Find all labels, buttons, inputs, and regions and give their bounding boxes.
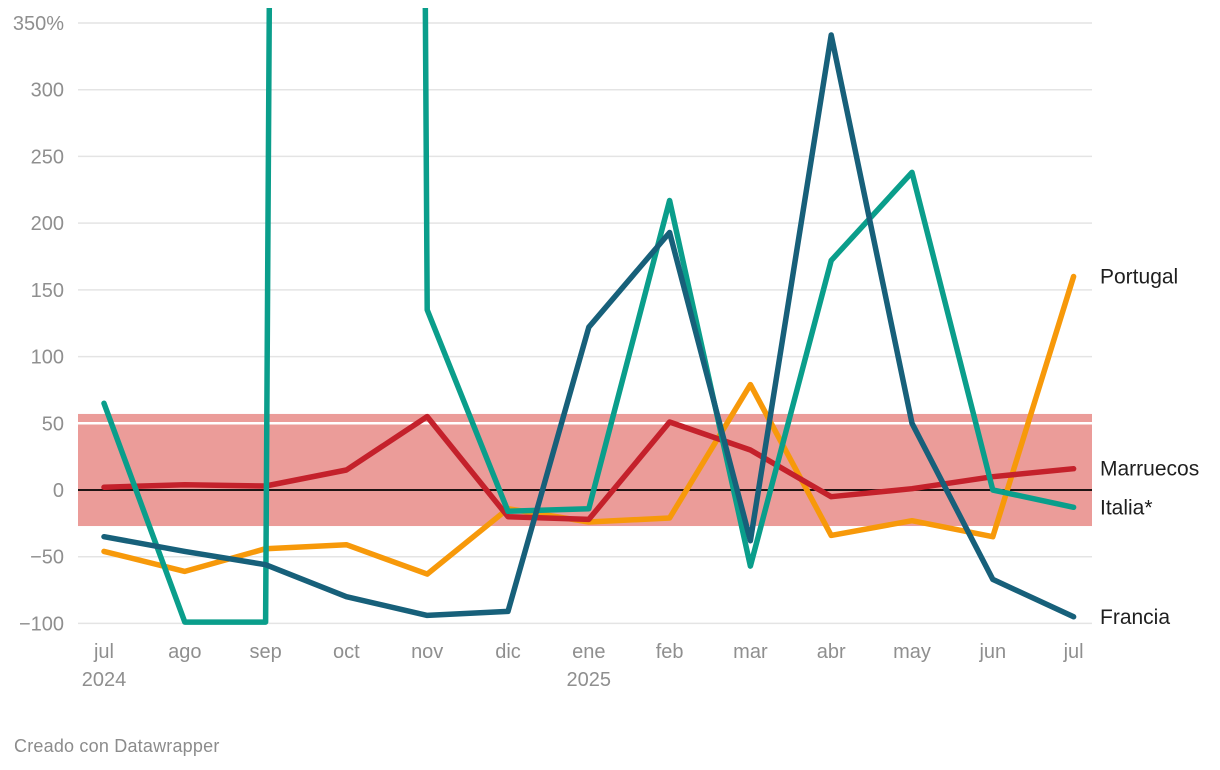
y-tick-label-0: 0 bbox=[53, 480, 64, 502]
y-tick-label-100: 100 bbox=[31, 347, 64, 369]
x-tick-label-10-may: may bbox=[893, 641, 931, 663]
x-tick-label-0-jul: jul bbox=[93, 641, 114, 663]
x-year-label-2024: 2024 bbox=[82, 669, 127, 691]
x-tick-label-9-abr: abr bbox=[817, 641, 846, 663]
y-tick-label-250: 250 bbox=[31, 146, 64, 168]
series-label-marruecos: Marruecos bbox=[1100, 458, 1199, 481]
x-tick-label-4-nov: nov bbox=[411, 641, 443, 663]
x-tick-label-6-ene: ene bbox=[572, 641, 605, 663]
y-tick-label-150: 150 bbox=[31, 280, 64, 302]
series-line-italia bbox=[101, 8, 1077, 625]
series-label-francia: Francia bbox=[1100, 606, 1170, 629]
series-line-francia bbox=[101, 32, 1077, 620]
series-label-portugal: Portugal bbox=[1100, 266, 1178, 289]
y-tick-label-300: 300 bbox=[31, 80, 64, 102]
y-tick-label--100: −100 bbox=[19, 613, 64, 635]
x-tick-label-12-jul: jul bbox=[1063, 641, 1084, 663]
x-tick-label-8-mar: mar bbox=[733, 641, 768, 663]
y-tick-label-50: 50 bbox=[42, 413, 64, 435]
series-label-italia: Italia* bbox=[1100, 496, 1153, 519]
x-tick-label-2-sep: sep bbox=[249, 641, 281, 663]
y-tick-label--50: −50 bbox=[30, 547, 64, 569]
x-tick-label-3-oct: oct bbox=[333, 641, 360, 663]
datawrapper-credit: Creado con Datawrapper bbox=[14, 736, 220, 756]
x-tick-label-5-dic: dic bbox=[495, 641, 521, 663]
y-tick-label-200: 200 bbox=[31, 213, 64, 235]
x-tick-label-1-ago: ago bbox=[168, 641, 201, 663]
x-tick-label-7-feb: feb bbox=[656, 641, 684, 663]
x-tick-label-11-jun: jun bbox=[978, 641, 1006, 663]
y-tick-label-350: 350% bbox=[13, 13, 64, 35]
x-year-label-2025: 2025 bbox=[567, 669, 612, 691]
